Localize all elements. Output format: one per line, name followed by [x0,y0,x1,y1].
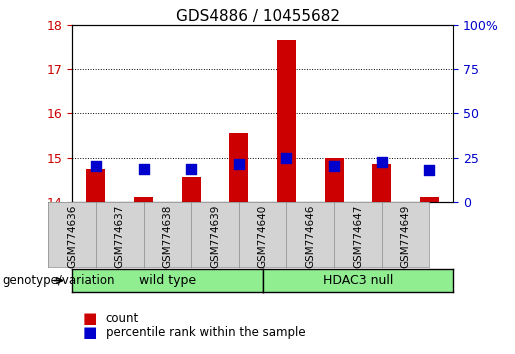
Text: GSM774636: GSM774636 [67,205,77,268]
Text: count: count [106,312,139,325]
Text: wild type: wild type [139,274,196,287]
Point [235,161,243,167]
Text: GSM774649: GSM774649 [401,205,410,268]
Text: GSM774639: GSM774639 [210,205,220,268]
Bar [134,198,153,202]
Text: ■: ■ [82,325,97,340]
Text: GSM774638: GSM774638 [162,205,173,268]
Text: HDAC3 null: HDAC3 null [323,274,393,287]
Bar [87,169,106,202]
Bar [324,158,344,202]
Text: genotype/variation: genotype/variation [3,274,115,287]
Bar [420,198,439,202]
Text: GSM774637: GSM774637 [115,205,125,268]
Point [377,159,386,165]
Bar [229,133,248,202]
Bar [372,164,391,202]
Text: GSM774640: GSM774640 [258,205,268,268]
Bar [182,177,201,202]
Text: GSM774647: GSM774647 [353,205,363,268]
Point [92,164,100,169]
Text: GSM774646: GSM774646 [305,205,315,268]
Point [140,166,148,172]
Point [330,164,338,169]
Text: percentile rank within the sample: percentile rank within the sample [106,326,305,339]
Text: GDS4886 / 10455682: GDS4886 / 10455682 [176,9,339,24]
Bar [277,40,296,202]
Point [187,166,195,172]
Text: ■: ■ [82,311,97,326]
Point [282,156,290,161]
Point [425,167,434,173]
